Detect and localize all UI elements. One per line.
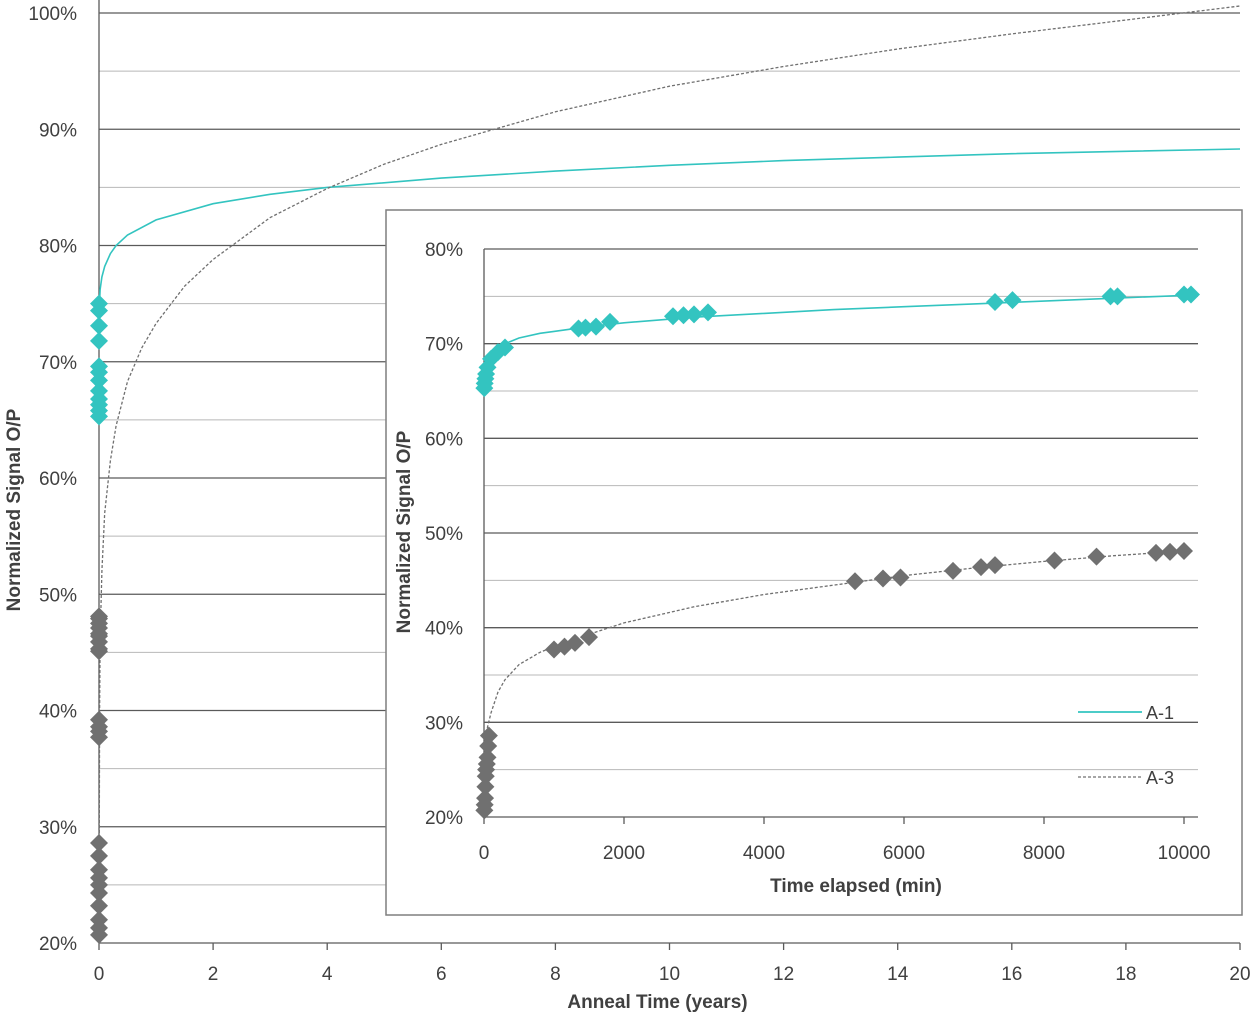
inset-x-tick-label: 10000 bbox=[1158, 843, 1211, 864]
main-x-tick-label: 14 bbox=[887, 964, 909, 985]
main-y-tick-label: 90% bbox=[39, 120, 77, 141]
inset-data-point-A-3 bbox=[874, 569, 892, 588]
main-x-tick-label: 0 bbox=[94, 964, 105, 985]
inset-y-tick-label: 20% bbox=[425, 808, 463, 829]
inset-y-tick-label: 80% bbox=[425, 240, 463, 261]
inset-data-point-A-3 bbox=[986, 556, 1004, 575]
inset-data-point-A-3 bbox=[1175, 541, 1193, 560]
legend-label-A-3: A-3 bbox=[1146, 768, 1174, 788]
main-data-point-A-1 bbox=[90, 331, 108, 350]
inset-x-axis-title: Time elapsed (min) bbox=[770, 876, 942, 897]
inset-x-tick-label: 0 bbox=[479, 843, 490, 864]
main-x-tick-label: 20 bbox=[1229, 964, 1250, 985]
inset-data-point-A-3 bbox=[479, 726, 498, 745]
inset-x-tick-label: 6000 bbox=[883, 843, 925, 864]
inset-data-point-A-3 bbox=[566, 633, 584, 652]
inset-data-point-A-3 bbox=[891, 568, 910, 587]
inset-data-point-A-1 bbox=[685, 305, 703, 324]
main-y-axis-title: Normalized Signal O/P bbox=[4, 408, 25, 611]
main-y-tick-label: 100% bbox=[28, 4, 77, 25]
main-data-point-A-1 bbox=[90, 357, 108, 376]
inset-data-point-A-3 bbox=[476, 789, 495, 808]
main-y-tick-label: 80% bbox=[39, 237, 77, 258]
inset-frame bbox=[385, 209, 1243, 916]
main-data-point-A-1 bbox=[90, 316, 108, 335]
inset-y-tick-label: 60% bbox=[425, 429, 463, 450]
inset-data-point-A-3 bbox=[1045, 551, 1064, 570]
inset-data-point-A-3 bbox=[580, 628, 598, 647]
inset-data-point-A-1 bbox=[576, 318, 595, 337]
main-data-point-A-3 bbox=[90, 710, 108, 729]
inset-data-point-A-3 bbox=[476, 777, 495, 796]
main-data-point-A-3 bbox=[90, 607, 108, 626]
main-fit-line-A-3 bbox=[98, 5, 1241, 944]
main-series-A-3 bbox=[90, 5, 1241, 944]
main-data-point-A-1 bbox=[90, 381, 108, 400]
inset-data-point-A-3 bbox=[1147, 543, 1165, 562]
main-x-tick-label: 6 bbox=[436, 964, 447, 985]
main-series-A-1 bbox=[90, 148, 1241, 426]
inset-data-point-A-3 bbox=[479, 737, 498, 755]
inset-data-point-A-1 bbox=[986, 293, 1004, 312]
inset-x-tick-label: 2000 bbox=[603, 843, 645, 864]
inset-data-point-A-3 bbox=[1161, 542, 1179, 561]
inset-y-tick-label: 40% bbox=[425, 619, 463, 640]
inset-data-point-A-1 bbox=[1182, 285, 1200, 304]
main-y-tick-label: 40% bbox=[39, 702, 77, 723]
main-x-tick-label: 12 bbox=[773, 964, 794, 985]
inset-data-point-A-3 bbox=[1087, 547, 1106, 566]
main-x-tick-label: 2 bbox=[208, 964, 219, 985]
inset-y-tick-label: 30% bbox=[425, 713, 463, 734]
inset-data-point-A-1 bbox=[601, 312, 619, 331]
main-x-axis-title: Anneal Time (years) bbox=[567, 992, 747, 1013]
inset-y-tick-label: 70% bbox=[425, 335, 463, 356]
main-data-point-A-3 bbox=[90, 834, 108, 853]
inset-data-point-A-1 bbox=[587, 317, 605, 336]
main-x-tick-label: 18 bbox=[1115, 964, 1136, 985]
inset-x-tick-label: 8000 bbox=[1023, 843, 1065, 864]
inset-y-axis-title: Normalized Signal O/P bbox=[394, 430, 415, 633]
main-data-point-A-3 bbox=[90, 896, 108, 915]
main-x-tick-label: 8 bbox=[550, 964, 561, 985]
main-x-tick-label: 16 bbox=[1001, 964, 1022, 985]
main-data-point-A-1 bbox=[90, 294, 108, 313]
main-y-tick-label: 20% bbox=[39, 934, 77, 955]
inset-x-tick-label: 4000 bbox=[743, 843, 785, 864]
legend-label-A-1: A-1 bbox=[1146, 703, 1174, 723]
main-fit-line-A-1 bbox=[98, 148, 1241, 316]
inset-series-A-1 bbox=[475, 285, 1200, 398]
inset-data-point-A-3 bbox=[478, 748, 497, 767]
inset-y-tick-label: 50% bbox=[425, 524, 463, 545]
main-data-point-A-3 bbox=[90, 860, 108, 879]
inset-data-point-A-1 bbox=[664, 307, 682, 326]
inset-data-point-A-1 bbox=[699, 303, 717, 322]
inset-data-point-A-1 bbox=[674, 306, 693, 325]
main-data-point-A-3 bbox=[90, 846, 108, 865]
inset-legend: A-1 A-3 bbox=[1078, 703, 1174, 788]
inset-series-A-3 bbox=[475, 541, 1193, 820]
inset-data-point-A-3 bbox=[944, 561, 962, 580]
main-y-tick-label: 50% bbox=[39, 585, 77, 606]
main-x-tick-label: 4 bbox=[322, 964, 333, 985]
main-y-tick-label: 30% bbox=[39, 818, 77, 839]
inset-data-point-A-1 bbox=[1003, 291, 1022, 310]
main-data-point-A-3 bbox=[90, 910, 108, 929]
inset-data-point-A-3 bbox=[846, 572, 864, 591]
inset-data-point-A-1 bbox=[1108, 287, 1127, 306]
main-x-tick-label: 10 bbox=[659, 964, 680, 985]
inset-chart: 20% 30% 40% 50% 60% 70% 80% 0 2000 4000 6000 8000 10… bbox=[385, 209, 1243, 916]
main-y-tick-label: 60% bbox=[39, 469, 77, 490]
inset-data-point-A-3 bbox=[972, 558, 990, 577]
main-y-tick-label: 70% bbox=[39, 353, 77, 374]
inset-data-point-A-1 bbox=[496, 338, 514, 357]
